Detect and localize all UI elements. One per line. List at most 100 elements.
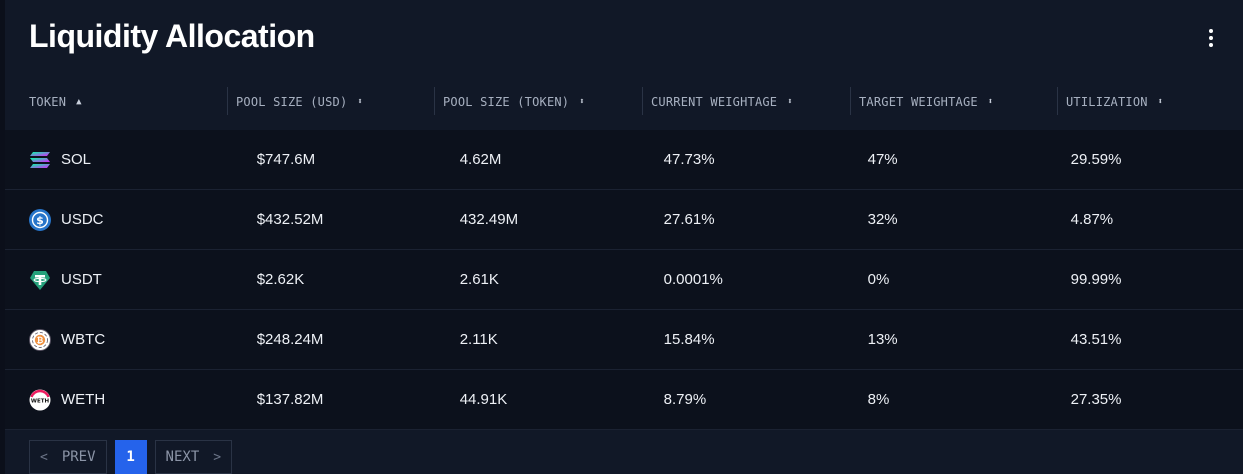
- pool-size-usd-value: $137.82M: [256, 391, 324, 408]
- svg-text:WETH: WETH: [31, 398, 50, 404]
- target-weightage-cell: 13%: [858, 310, 1061, 369]
- usdt-icon: [29, 269, 51, 291]
- token-cell: SOL: [5, 130, 247, 189]
- token-cell: $ USDC: [5, 190, 247, 249]
- column-divider: [1057, 87, 1058, 115]
- chevron-right-icon: >: [213, 449, 222, 465]
- utilization-cell: 4.87%: [1061, 190, 1243, 249]
- target-weightage-value: 47%: [867, 151, 898, 168]
- pool-size-usd-cell: $137.82M: [247, 370, 450, 429]
- token-name: SOL: [61, 151, 92, 168]
- pool-size-token-value: 4.62M: [459, 151, 502, 168]
- column-label: POOL SIZE (TOKEN): [443, 95, 570, 109]
- token-name: WBTC: [61, 331, 106, 348]
- column-header-utilization[interactable]: UTILIZATION ⬍: [1057, 74, 1243, 130]
- column-divider: [642, 87, 643, 115]
- utilization-value: 27.35%: [1070, 391, 1122, 408]
- current-weightage-value: 47.73%: [663, 151, 715, 168]
- column-header-pool-size-token[interactable]: POOL SIZE (TOKEN) ⬍: [434, 74, 642, 130]
- page-title: Liquidity Allocation: [29, 18, 315, 54]
- pool-size-token-cell: 2.61K: [450, 250, 654, 309]
- wbtc-icon: ₿: [29, 328, 51, 351]
- column-divider: [434, 87, 435, 115]
- token-name: USDC: [61, 211, 104, 228]
- token-name: USDT: [61, 271, 102, 288]
- token-cell: USDT: [5, 250, 247, 309]
- page-1-button[interactable]: 1: [114, 440, 147, 474]
- column-divider: [227, 87, 228, 115]
- column-header-target-weightage[interactable]: TARGET WEIGHTAGE ⬍: [850, 74, 1057, 130]
- prev-label: PREV: [61, 449, 96, 465]
- target-weightage-value: 13%: [867, 331, 898, 348]
- current-weightage-cell: 8.79%: [654, 370, 858, 429]
- token-cell: WETH WETH: [5, 370, 247, 429]
- sort-icon: ⬍: [787, 97, 793, 107]
- target-weightage-cell: 32%: [858, 190, 1061, 249]
- pool-size-usd-value: $248.24M: [256, 331, 324, 348]
- pool-size-usd-value: $432.52M: [256, 211, 324, 228]
- target-weightage-value: 0%: [867, 271, 890, 288]
- token-cell: ₿ WBTC: [5, 310, 247, 369]
- usdc-icon: $: [29, 208, 51, 231]
- pool-size-token-value: 44.91K: [459, 391, 508, 408]
- utilization-cell: 29.59%: [1061, 130, 1243, 189]
- column-label: POOL SIZE (USD): [236, 95, 348, 109]
- pool-size-token-cell: 44.91K: [450, 370, 654, 429]
- column-label: CURRENT WEIGHTAGE: [651, 95, 778, 109]
- utilization-cell: 99.99%: [1061, 250, 1243, 309]
- table-row[interactable]: SOL $747.6M 4.62M 47.73% 47% 29.59%: [5, 130, 1243, 190]
- utilization-value: 4.87%: [1070, 211, 1114, 228]
- liquidity-allocation-panel: Liquidity Allocation TOKEN ▲ POOL SIZE (…: [5, 0, 1243, 474]
- target-weightage-cell: 8%: [858, 370, 1061, 429]
- column-header-token[interactable]: TOKEN ▲: [5, 74, 227, 130]
- current-weightage-cell: 47.73%: [654, 130, 858, 189]
- table-row[interactable]: USDT $2.62K 2.61K 0.0001% 0% 99.99%: [5, 250, 1243, 310]
- column-label: TARGET WEIGHTAGE: [859, 95, 978, 109]
- kebab-menu-icon[interactable]: [1207, 29, 1215, 49]
- target-weightage-value: 32%: [867, 211, 898, 228]
- next-label: NEXT: [165, 449, 200, 465]
- pool-size-token-value: 432.49M: [459, 211, 519, 228]
- current-weightage-value: 15.84%: [663, 331, 715, 348]
- pool-size-usd-cell: $2.62K: [247, 250, 450, 309]
- utilization-value: 43.51%: [1070, 331, 1122, 348]
- utilization-cell: 43.51%: [1061, 310, 1243, 369]
- sol-icon: [29, 149, 51, 171]
- target-weightage-cell: 47%: [858, 130, 1061, 189]
- current-weightage-value: 27.61%: [663, 211, 715, 228]
- table-body: SOL $747.6M 4.62M 47.73% 47% 29.59% $ US…: [5, 130, 1243, 430]
- column-header-current-weightage[interactable]: CURRENT WEIGHTAGE ⬍: [642, 74, 850, 130]
- table-row[interactable]: ₿ WBTC $248.24M 2.11K 15.84% 13% 43.51%: [5, 310, 1243, 370]
- utilization-cell: 27.35%: [1061, 370, 1243, 429]
- pool-size-token-cell: 2.11K: [450, 310, 654, 369]
- next-button[interactable]: NEXT >: [154, 440, 233, 474]
- current-weightage-value: 0.0001%: [663, 271, 723, 288]
- pool-size-token-value: 2.61K: [459, 271, 499, 288]
- pool-size-usd-cell: $248.24M: [247, 310, 450, 369]
- column-label: TOKEN: [29, 95, 67, 109]
- sort-icon: ⬍: [987, 97, 994, 107]
- current-weightage-cell: 27.61%: [654, 190, 858, 249]
- target-weightage-cell: 0%: [858, 250, 1061, 309]
- current-weightage-value: 8.79%: [663, 391, 707, 408]
- current-weightage-cell: 0.0001%: [654, 250, 858, 309]
- current-weightage-cell: 15.84%: [654, 310, 858, 369]
- column-divider: [850, 87, 851, 115]
- weth-icon: WETH: [29, 389, 51, 411]
- column-header-pool-size-usd[interactable]: POOL SIZE (USD) ⬍: [227, 74, 434, 130]
- utilization-value: 29.59%: [1070, 151, 1122, 168]
- prev-button[interactable]: < PREV: [29, 440, 107, 474]
- pool-size-token-value: 2.11K: [459, 331, 498, 348]
- pool-size-token-cell: 432.49M: [450, 190, 654, 249]
- sort-asc-icon: ▲: [76, 97, 82, 107]
- table-row[interactable]: WETH WETH $137.82M 44.91K 8.79% 8% 27.35…: [5, 370, 1243, 430]
- column-label: UTILIZATION: [1066, 95, 1148, 109]
- pool-size-token-cell: 4.62M: [450, 130, 654, 189]
- pool-size-usd-value: $2.62K: [256, 271, 305, 288]
- target-weightage-value: 8%: [867, 391, 890, 408]
- table-row[interactable]: $ USDC $432.52M 432.49M 27.61% 32% 4.87%: [5, 190, 1243, 250]
- utilization-value: 99.99%: [1070, 271, 1122, 288]
- panel-header: Liquidity Allocation: [5, 0, 1243, 74]
- sort-icon: ⬍: [357, 97, 363, 107]
- sort-icon: ⬍: [579, 97, 585, 107]
